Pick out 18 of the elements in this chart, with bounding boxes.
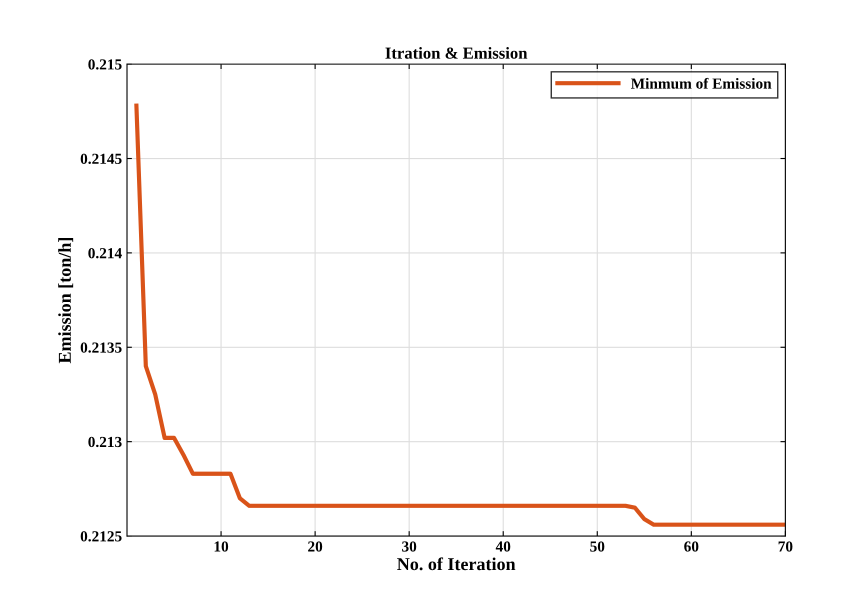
legend-label: Minmum of Emission: [630, 78, 772, 89]
y-tick-label: 0.214: [88, 248, 122, 258]
x-tick-label: 30: [402, 541, 416, 552]
x-tick-label: 40: [496, 541, 510, 552]
x-tick-label: 10: [214, 541, 228, 552]
y-tick-label: 0.2145: [80, 154, 122, 164]
x-tick-label: 70: [778, 541, 792, 552]
x-tick-label: 20: [308, 541, 322, 552]
y-tick-label: 0.215: [88, 59, 122, 70]
y-tick-label: 0.2125: [80, 531, 122, 542]
y-tick-label: 0.2135: [80, 342, 122, 353]
line-series: [134, 104, 786, 527]
x-tick-label: 60: [684, 541, 698, 552]
y-tick-label: 0.213: [88, 436, 122, 448]
x-axis-title: No. of Iteration: [397, 557, 516, 570]
chart-title: Itration & Emission: [385, 47, 528, 59]
x-tick-label: 50: [590, 541, 604, 552]
y-axis-title: Emission [ton/h]: [58, 238, 74, 364]
